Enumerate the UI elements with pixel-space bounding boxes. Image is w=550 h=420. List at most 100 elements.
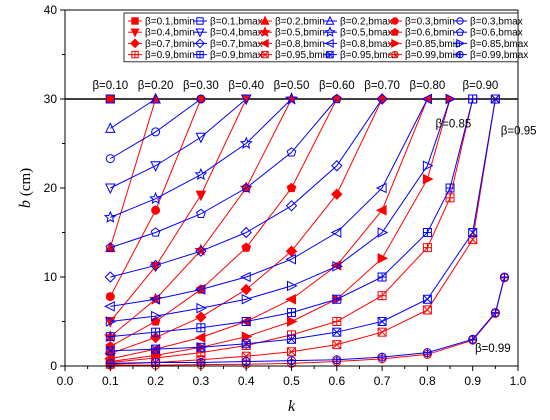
legend-item-beta-085-bmin-label: β=0.85,bmin	[405, 39, 461, 50]
legend-item-beta-05-bmin-label: β=0.5,bmin	[275, 28, 325, 39]
series-beta-095-bmin-point-8-stroke	[423, 305, 432, 315]
series-beta-07-bmin-point-3-shape	[195, 311, 207, 323]
series-beta-099-bmax-point-9	[468, 334, 478, 344]
annotation-beta-040: β=0.40	[228, 80, 264, 92]
series-beta-08-bmax-point-5-shape	[285, 253, 296, 265]
series-beta-085-bmax-point-1	[105, 316, 117, 327]
series-beta-095-bmax-point-7-stroke	[377, 317, 387, 326]
series-beta-03-bmax-point-1	[105, 154, 115, 164]
series-beta-06-bmax	[105, 93, 342, 252]
legend-item-beta-05-bmin-marker-shape	[259, 26, 271, 38]
legend-item-beta-01-bmax-marker	[196, 17, 204, 25]
legend-item-beta-08-bmin: β=0.8,bmin	[258, 38, 325, 50]
series-beta-03-bmax-point-2	[151, 127, 161, 137]
series-beta-07-bmin-point-3	[195, 311, 207, 323]
series-beta-085-bmax-point-6	[332, 261, 343, 272]
legend-item-beta-07-bmax: β=0.7,bmax	[193, 38, 263, 50]
legend-item-beta-04-bmax: β=0.4,bmax	[193, 28, 263, 39]
series-beta-095-bmax-point-9	[468, 228, 478, 237]
legend-item-beta-08-bmax: β=0.8,bmax	[323, 38, 393, 50]
series-beta-04-bmax-point-4-shape	[240, 94, 252, 106]
annotation-beta-095: β=0.95	[501, 126, 537, 138]
series-beta-08-bmax-point-6-shape	[330, 227, 342, 238]
series-beta-03-bmin-point-1	[105, 292, 115, 302]
series-beta-01-bmax	[105, 94, 115, 104]
legend-item-beta-095-bmin: β=0.95,bmin	[258, 50, 331, 61]
series-beta-03-bmin-point-1-shape	[105, 292, 115, 302]
series-beta-06-bmax-point-6	[331, 93, 342, 104]
series-beta-05-bmax-point-3-shape	[194, 167, 208, 181]
series-beta-02-bmax-point-2	[150, 92, 161, 104]
series-beta-06-bmin-point-5-shape	[286, 182, 297, 193]
series-beta-07-bmax-point-1	[104, 271, 117, 283]
series-beta-095-bmin-point-5-shape	[287, 347, 296, 357]
series-beta-06-bmin-point-5	[286, 182, 297, 193]
legend-item-beta-01-bmin-marker-shape	[131, 17, 139, 25]
legend-item-beta-02-bmin: β=0.2,bmin	[258, 15, 325, 28]
series-beta-08-bmax-point-7	[375, 182, 387, 194]
series-beta-095-bmin-point-9-shape	[468, 235, 478, 245]
series-beta-095-bmax	[105, 94, 500, 356]
series-beta-06-bmax-point-1	[105, 242, 116, 252]
series-beta-05-bmax-point-4-shape	[239, 136, 253, 150]
x-tick-label-9: 0.9	[464, 374, 481, 388]
legend-item-beta-06-bmin-label: β=0.6,bmin	[405, 28, 455, 39]
series-beta-085-bmin-point-7-shape	[377, 253, 389, 264]
series-beta-06-bmax-point-2-shape	[150, 227, 161, 237]
series-beta-04-bmax	[104, 94, 252, 195]
series-beta-08-bmin-point-5-shape	[285, 293, 296, 305]
series-beta-04-bmax-point-1-shape	[104, 183, 116, 195]
annotation-beta-090: β=0.90	[463, 80, 499, 92]
legend-item-beta-05-bmax: β=0.5,bmax	[323, 26, 393, 39]
series-beta-08-bmin-point-3	[194, 332, 206, 343]
series-beta-08-bmax-point-4-shape	[240, 271, 251, 283]
series-beta-06-bmax-point-4-shape	[241, 182, 252, 193]
series-beta-09-bmax	[105, 94, 478, 342]
series-beta-02-bmin-line	[109, 98, 157, 248]
legend-item-beta-095-bmin-label: β=0.95,bmin	[275, 50, 331, 61]
series-beta-095-bmin-point-8	[422, 305, 432, 315]
series-beta-09-bmax-point-7	[377, 272, 387, 282]
series-beta-08-bmax-point-2-shape	[149, 293, 161, 305]
series-beta-07-bmax-point-2	[149, 259, 162, 272]
legend-item-beta-07-bmax-marker-shape	[195, 38, 205, 49]
x-tick-label-7: 0.7	[374, 374, 391, 388]
series-beta-04-bmin-line	[109, 98, 247, 322]
series-beta-099-bmax-point-5	[287, 356, 296, 366]
series-beta-09-bmax-point-4	[241, 317, 251, 326]
legend-item-beta-08-bmax-marker	[324, 38, 334, 48]
series-beta-095-bmax-point-1-shape	[105, 346, 115, 356]
series-beta-09-bmin-point-6	[332, 317, 342, 326]
series-beta-04-bmax-point-2-shape	[150, 161, 161, 172]
legend-item-beta-06-bmin: β=0.6,bmin	[388, 28, 455, 39]
series-beta-09-bmax-point-10	[468, 94, 478, 104]
series-beta-099-bmax-point-8	[422, 348, 432, 358]
legend-item-beta-05-bmax-marker-shape	[324, 26, 336, 38]
series-beta-095-bmin-point-6	[332, 340, 342, 350]
series-beta-04-bmax-line	[110, 98, 247, 189]
series-beta-085-bmin-point-5	[287, 316, 298, 327]
series-beta-095-bmax-point-5-stroke	[287, 334, 296, 344]
legend-item-beta-01-bmin: β=0.1,bmin	[128, 17, 195, 28]
legend-item-beta-04-bmin-marker	[130, 28, 140, 38]
legend-item-beta-04-bmax-marker	[195, 28, 205, 38]
series-beta-06-bmax-point-2	[150, 227, 161, 237]
annotation-beta-020: β=0.20	[138, 80, 174, 92]
series-beta-04-bmin-point-3	[195, 190, 207, 202]
legend-item-beta-095-bmin-marker-stroke	[261, 51, 269, 59]
series-beta-085-bmin-point-4-shape	[241, 331, 253, 342]
legend-item-beta-02-bmax-label: β=0.2,bmax	[340, 17, 393, 28]
legend-item-beta-04-bmin-label: β=0.4,bmin	[145, 28, 195, 39]
series-beta-08-bmax-point-4	[240, 271, 251, 283]
series-beta-08-bmin-point-7	[375, 204, 387, 216]
legend-item-beta-085-bmax-label: β=0.85,bmax	[470, 39, 528, 50]
legend-item-beta-02-bmin-marker	[260, 15, 270, 25]
x-tick-label-3: 0.3	[193, 374, 210, 388]
series-beta-095-bmin-point-6-stroke	[332, 340, 342, 349]
y-tick-label-3: 30	[44, 92, 58, 106]
series-beta-07-bmax-point-7	[376, 93, 388, 105]
series-beta-085-bmax-point-8-shape	[422, 160, 434, 172]
axes: 0.0 0.1 0.2 0.3 0.4 0.5 0.6 0.7 0.8 0.9 1.0 0 10 20 30…	[44, 3, 527, 388]
series-beta-08-bmax-point-1	[104, 301, 115, 312]
